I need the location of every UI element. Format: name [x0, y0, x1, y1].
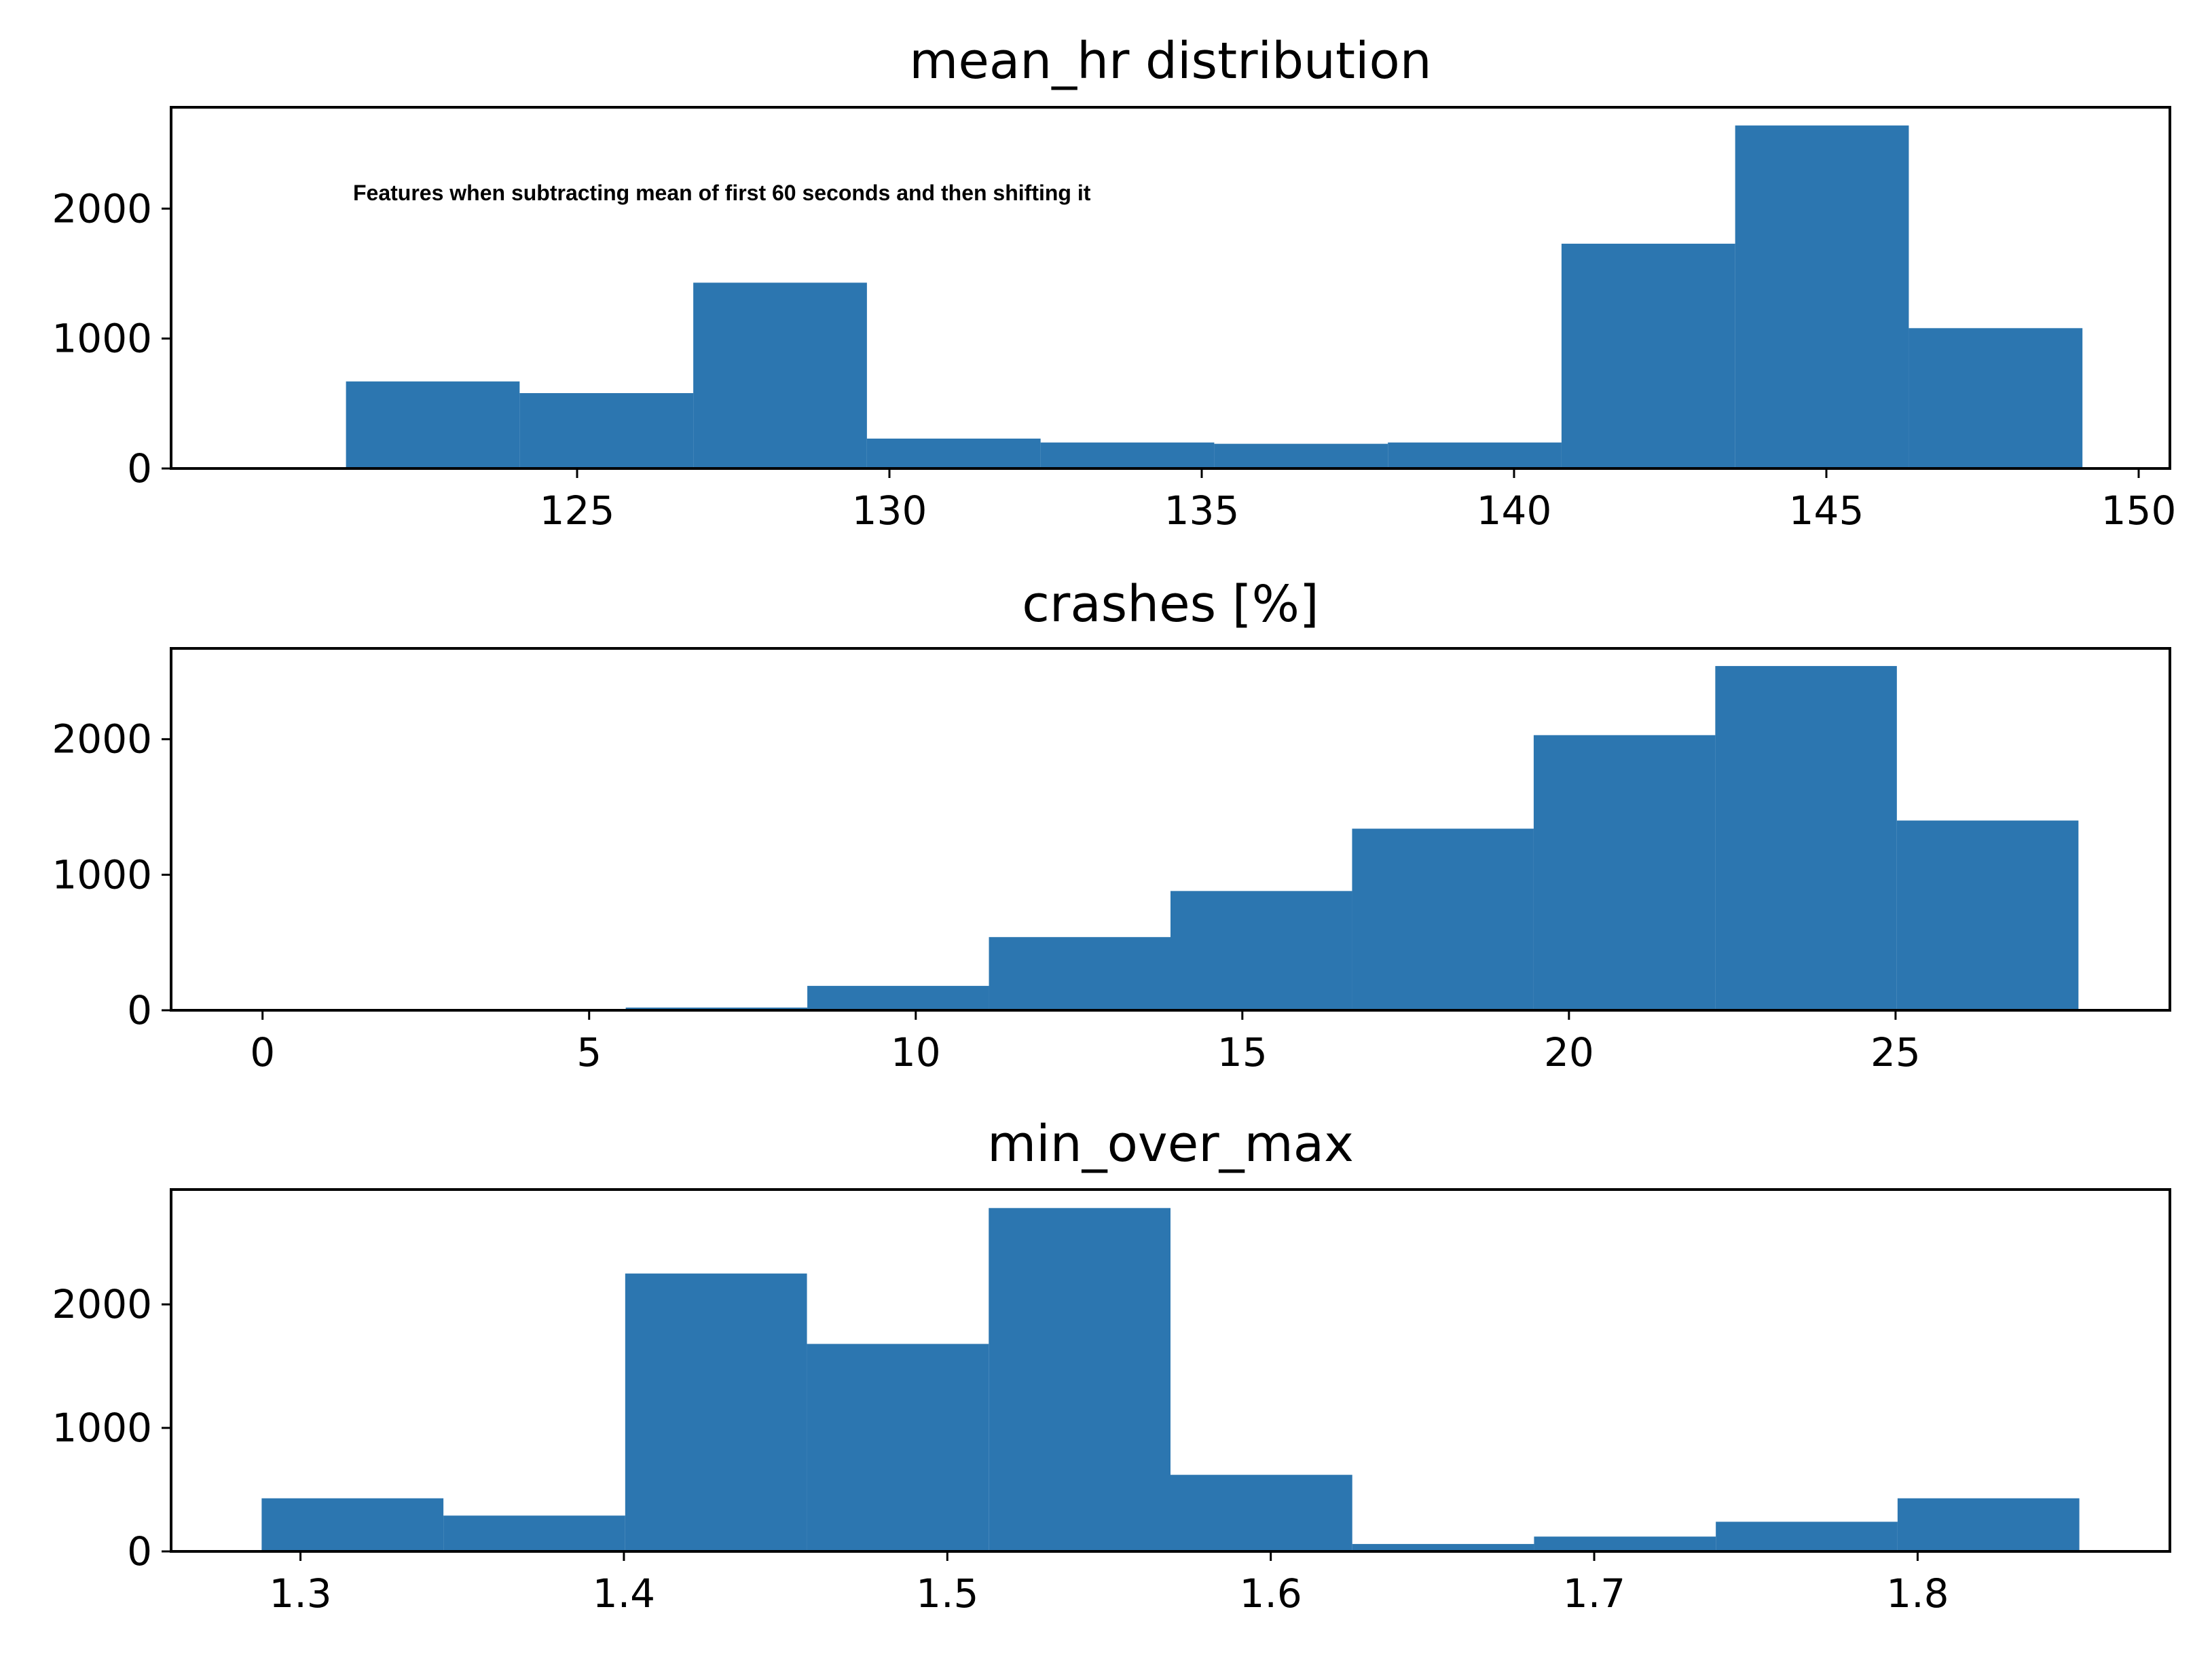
x-tick-label: 1.3 [269, 1570, 331, 1617]
histogram-bar [693, 282, 867, 468]
histogram-bar [1561, 243, 1735, 468]
x-tick-label: 0 [250, 1029, 275, 1075]
y-tick-label: 0 [127, 987, 152, 1033]
subplot-title: mean_hr distribution [909, 32, 1431, 90]
x-tick-label: 1.8 [1886, 1570, 1949, 1617]
subplot-3: min_over_max 1.3 1.4 1.5 1.6 1.7 1.8 0 1000 2000 [52, 1115, 2171, 1617]
histogram-bar [261, 1498, 444, 1551]
histogram-bar [866, 438, 1041, 468]
x-tick-label: 1.6 [1240, 1570, 1302, 1617]
histogram-bar [807, 1344, 989, 1551]
histogram-bar [1352, 828, 1534, 1010]
histogram-bar [1352, 1544, 1534, 1551]
histogram-bar [1170, 1475, 1352, 1551]
histogram-bar [443, 1515, 625, 1551]
x-tick-label: 135 [1164, 487, 1240, 534]
histogram-bar [1214, 443, 1388, 468]
subplot-1: mean_hr distribution Features when subtra… [52, 32, 2176, 534]
histogram-bar [1909, 328, 2083, 468]
histogram-bar [1170, 891, 1352, 1010]
x-tick-label: 145 [1789, 487, 1864, 534]
histogram-bar [989, 937, 1170, 1010]
histogram-bar [1896, 820, 2079, 1010]
histogram-bar [625, 1273, 807, 1551]
x-tick-label: 150 [2101, 487, 2177, 534]
y-tick-label: 1000 [52, 1405, 152, 1451]
y-tick-label: 0 [127, 445, 152, 492]
axes-frame [170, 106, 2171, 470]
x-tick-label: 15 [1217, 1029, 1268, 1075]
subplot-2: crashes [%] 0 5 10 15 20 25 0 1000 2000 [52, 575, 2171, 1075]
axes-frame [170, 647, 2171, 1012]
histogram-bar [1533, 735, 1716, 1010]
x-tick-label: 130 [852, 487, 927, 534]
x-tick-label: 1.5 [916, 1570, 978, 1617]
x-tick-label: 1.4 [593, 1570, 655, 1617]
histogram-bar [1388, 442, 1562, 468]
axes-frame [170, 1188, 2171, 1553]
histogram-bar [346, 381, 520, 468]
x-tick-label: 1.7 [1563, 1570, 1625, 1617]
subplot-title: crashes [%] [1022, 575, 1319, 633]
x-tick-label: 125 [540, 487, 615, 534]
histogram-bar [1040, 442, 1215, 468]
y-tick-label: 0 [127, 1528, 152, 1574]
subplot-title: min_over_max [987, 1115, 1354, 1173]
histogram-bar [519, 393, 694, 468]
histogram-bar [1534, 1536, 1716, 1551]
y-tick-label: 2000 [52, 1281, 152, 1327]
histogram-bar [1716, 1522, 1898, 1551]
annotation-text: Features when subtracting mean of first … [353, 181, 1091, 205]
y-tick-label: 2000 [52, 185, 152, 232]
x-tick-label: 5 [576, 1029, 602, 1075]
y-tick-label: 1000 [52, 851, 152, 898]
histogram-bar [1735, 125, 1909, 468]
x-tick-label: 20 [1544, 1029, 1594, 1075]
x-tick-label: 10 [891, 1029, 941, 1075]
histogram-bar [1715, 665, 1897, 1010]
histogram-bar [1897, 1498, 2080, 1551]
histogram-bar [989, 1208, 1170, 1551]
x-tick-label: 25 [1870, 1029, 1921, 1075]
x-tick-label: 140 [1477, 487, 1552, 534]
y-tick-label: 2000 [52, 716, 152, 762]
y-tick-label: 1000 [52, 316, 152, 362]
histogram-bar [807, 986, 989, 1010]
